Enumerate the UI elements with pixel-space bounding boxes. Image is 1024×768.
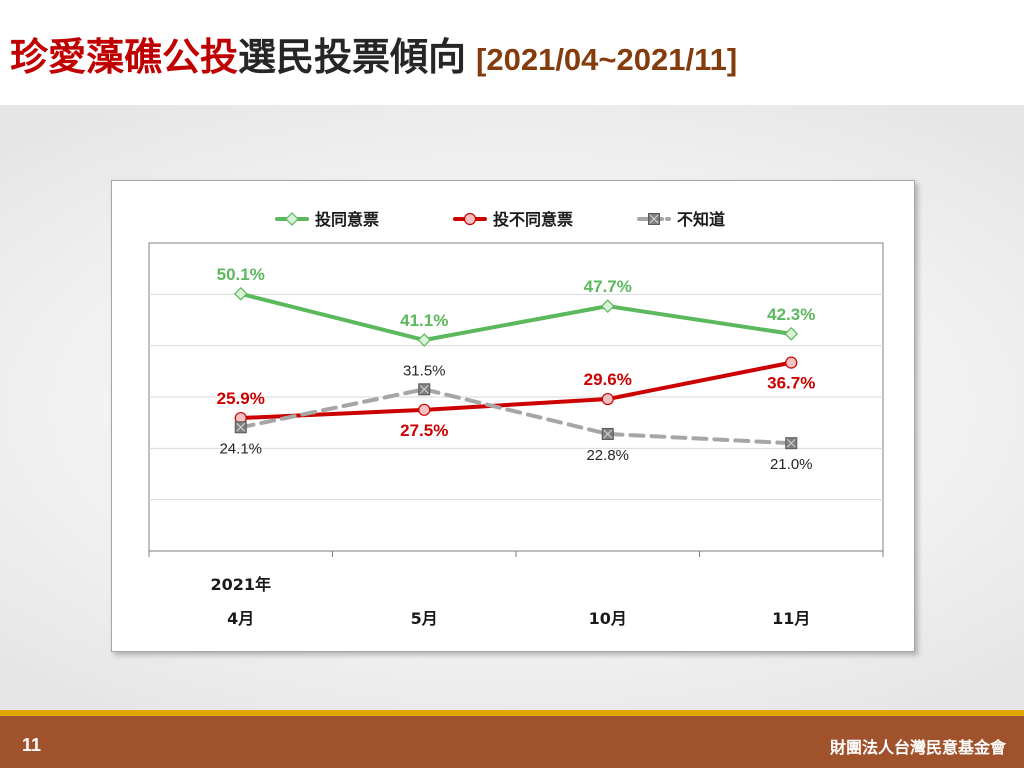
data-point-0 <box>417 333 432 347</box>
title-date-range: [2021/04~2021/11] <box>476 42 738 77</box>
legend-marker-1 <box>463 212 477 226</box>
x-tick-label: 5月 <box>411 609 438 628</box>
data-point-2-cross <box>603 429 613 439</box>
x-tick-label: 4月 <box>227 609 254 628</box>
data-point-0 <box>784 327 799 341</box>
legend-label-0: 投同意票 <box>315 210 379 229</box>
x-tick-label: 11月 <box>772 609 810 628</box>
organization-name: 財團法人台灣民意基金會 <box>829 738 1006 757</box>
title-topic: 珍愛藻礁公投 <box>10 35 239 79</box>
series-line-1 <box>238 360 794 421</box>
data-point-2-cross <box>786 438 796 448</box>
data-point-0 <box>233 286 248 301</box>
title-bar: 珍愛藻礁公投選民投票傾向 [2021/04~2021/11] <box>0 0 1024 105</box>
data-label-0: 50.1% <box>217 265 265 284</box>
data-point-1 <box>785 356 798 369</box>
series-line-0 <box>238 291 794 343</box>
data-point-1 <box>418 403 431 416</box>
page-number: 11 <box>22 735 42 755</box>
footer-bar: 11 財團法人台灣民意基金會 <box>0 710 1024 768</box>
chart-card: 2021年 4月 5月 10月 11月 50.1% 41.1% 47.7% 42.3% 25.9%… <box>111 180 915 652</box>
data-label-2: 21.0% <box>770 456 813 473</box>
title-subject: 選民投票傾向 <box>238 35 467 79</box>
data-label-0: 47.7% <box>584 277 632 296</box>
legend-marker-0 <box>285 212 299 226</box>
data-label-2: 31.5% <box>403 362 446 379</box>
data-label-2: 24.1% <box>219 440 262 457</box>
x-tick-label: 10月 <box>589 609 627 628</box>
line-chart: 2021年 4月 5月 10月 11月 50.1% 41.1% 47.7% 42.3% 25.9%… <box>148 210 884 628</box>
series-line-2 <box>238 387 794 446</box>
data-label-0: 42.3% <box>767 305 815 324</box>
data-label-1: 27.5% <box>400 421 448 440</box>
legend-label-2: 不知道 <box>677 210 725 229</box>
legend-label-1: 投不同意票 <box>493 210 573 229</box>
data-label-0: 41.1% <box>400 311 448 330</box>
data-label-1: 25.9% <box>217 389 265 408</box>
data-label-1: 36.7% <box>767 374 815 393</box>
data-label-2: 22.8% <box>586 447 629 464</box>
x-year-label: 2021年 <box>210 575 271 594</box>
legend-marker-2-cross <box>649 214 659 224</box>
data-point-2-cross <box>419 384 429 394</box>
data-label-1: 29.6% <box>584 370 632 389</box>
page-title: 珍愛藻礁公投選民投票傾向 [2021/04~2021/11] <box>10 32 737 82</box>
data-point-1 <box>601 392 614 406</box>
data-point-2-cross <box>236 422 246 432</box>
data-point-0 <box>600 299 615 313</box>
